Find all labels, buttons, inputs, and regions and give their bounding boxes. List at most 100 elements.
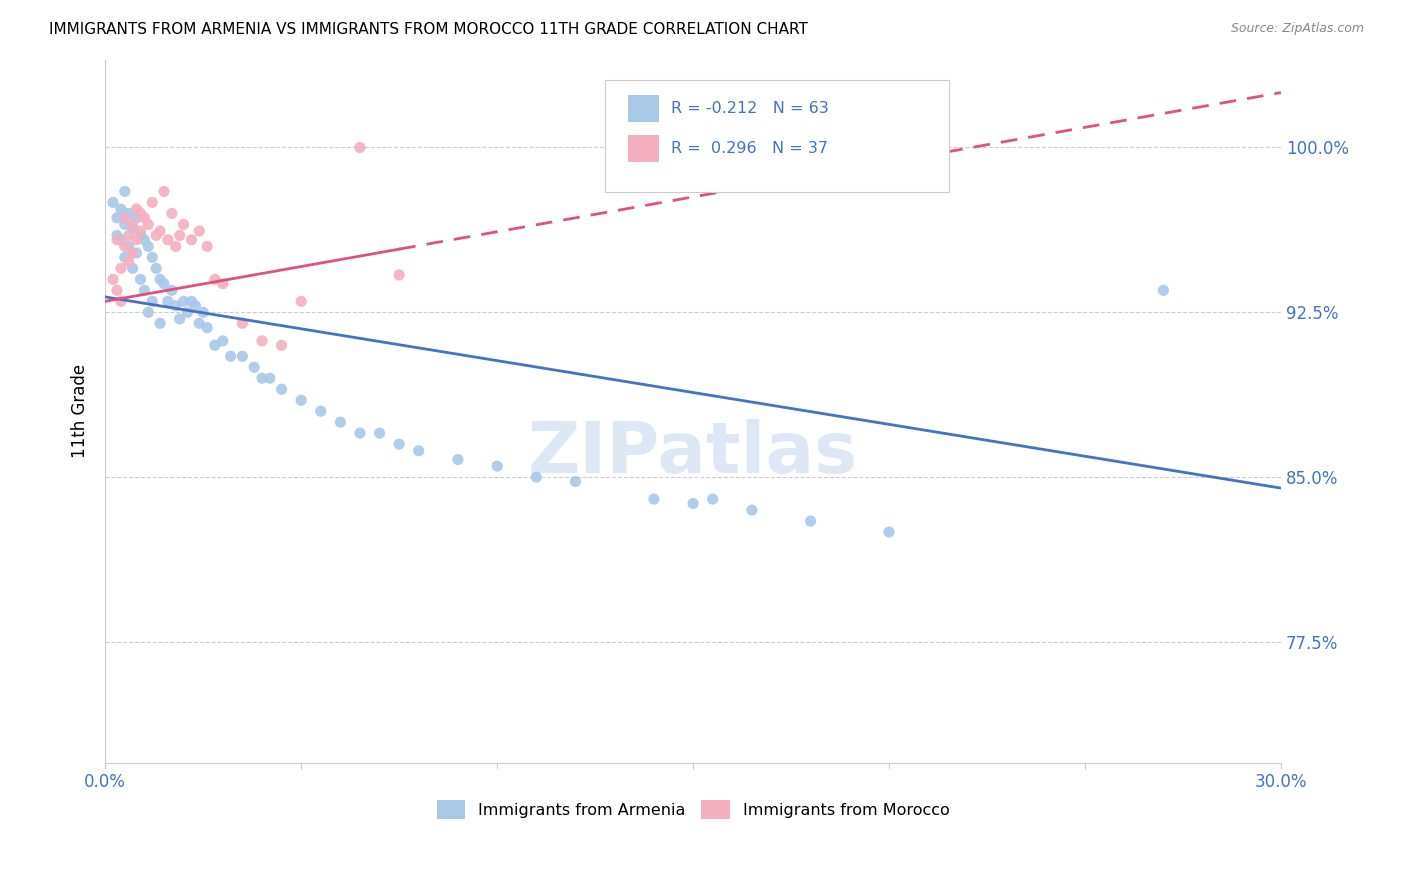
Text: IMMIGRANTS FROM ARMENIA VS IMMIGRANTS FROM MOROCCO 11TH GRADE CORRELATION CHART: IMMIGRANTS FROM ARMENIA VS IMMIGRANTS FR… [49, 22, 808, 37]
Point [231, 316, 253, 330]
Point [118, 206, 141, 220]
Point [388, 437, 411, 451]
Point [173, 218, 195, 232]
Point [211, 277, 233, 291]
Point [149, 272, 172, 286]
Point [800, 514, 823, 528]
Point [125, 246, 148, 260]
Point [290, 393, 312, 408]
Point [219, 349, 242, 363]
Point [309, 404, 332, 418]
Point [193, 305, 215, 319]
Point [165, 299, 187, 313]
Point [290, 294, 312, 309]
Point [125, 211, 148, 225]
Point [349, 426, 371, 441]
Point [195, 320, 218, 334]
Point [643, 492, 665, 507]
Point [156, 233, 179, 247]
Point [136, 305, 159, 319]
Point [564, 475, 586, 489]
Point [176, 305, 198, 319]
Point [195, 239, 218, 253]
Text: R =  0.296   N = 37: R = 0.296 N = 37 [671, 141, 828, 156]
Point [682, 496, 704, 510]
Point [134, 211, 156, 225]
Point [105, 211, 128, 225]
Point [105, 283, 128, 297]
Point [114, 218, 136, 232]
Point [486, 459, 509, 474]
Point [105, 228, 128, 243]
Point [121, 261, 143, 276]
Y-axis label: 11th Grade: 11th Grade [72, 364, 89, 458]
Point [121, 222, 143, 236]
Point [118, 254, 141, 268]
Point [408, 443, 430, 458]
Point [368, 426, 391, 441]
Point [134, 283, 156, 297]
Point [1152, 283, 1174, 297]
Point [110, 202, 132, 216]
Text: ZIPatlas: ZIPatlas [529, 419, 858, 488]
Point [329, 415, 352, 429]
Point [877, 524, 900, 539]
Point [349, 140, 371, 154]
Point [149, 316, 172, 330]
Point [136, 218, 159, 232]
Point [145, 228, 167, 243]
Point [250, 371, 273, 385]
Point [173, 294, 195, 309]
Point [125, 202, 148, 216]
Point [204, 338, 226, 352]
Point [160, 283, 183, 297]
Point [145, 261, 167, 276]
Point [129, 224, 152, 238]
Point [741, 503, 763, 517]
Legend: Immigrants from Armenia, Immigrants from Morocco: Immigrants from Armenia, Immigrants from… [430, 794, 956, 825]
Point [141, 294, 163, 309]
Point [250, 334, 273, 348]
Point [114, 185, 136, 199]
Point [114, 239, 136, 253]
Point [101, 272, 124, 286]
Point [204, 272, 226, 286]
Point [110, 261, 132, 276]
Point [388, 268, 411, 282]
Point [136, 239, 159, 253]
Point [114, 211, 136, 225]
Point [188, 224, 211, 238]
Point [153, 185, 176, 199]
Point [114, 251, 136, 265]
Point [702, 492, 724, 507]
Point [259, 371, 281, 385]
Point [129, 272, 152, 286]
Point [105, 233, 128, 247]
Point [169, 228, 191, 243]
Point [141, 195, 163, 210]
Point [184, 299, 207, 313]
Point [211, 334, 233, 348]
Point [121, 218, 143, 232]
Point [110, 233, 132, 247]
Point [101, 195, 124, 210]
Point [231, 349, 253, 363]
Point [110, 294, 132, 309]
Text: R = -0.212   N = 63: R = -0.212 N = 63 [671, 102, 828, 116]
Point [447, 452, 470, 467]
Point [188, 316, 211, 330]
Point [270, 338, 292, 352]
Point [153, 277, 176, 291]
Point [243, 360, 266, 375]
Point [129, 206, 152, 220]
Point [118, 239, 141, 253]
Point [160, 206, 183, 220]
Text: Source: ZipAtlas.com: Source: ZipAtlas.com [1230, 22, 1364, 36]
Point [270, 382, 292, 396]
Point [156, 294, 179, 309]
Point [149, 224, 172, 238]
Point [134, 233, 156, 247]
Point [169, 312, 191, 326]
Point [165, 239, 187, 253]
Point [121, 246, 143, 260]
